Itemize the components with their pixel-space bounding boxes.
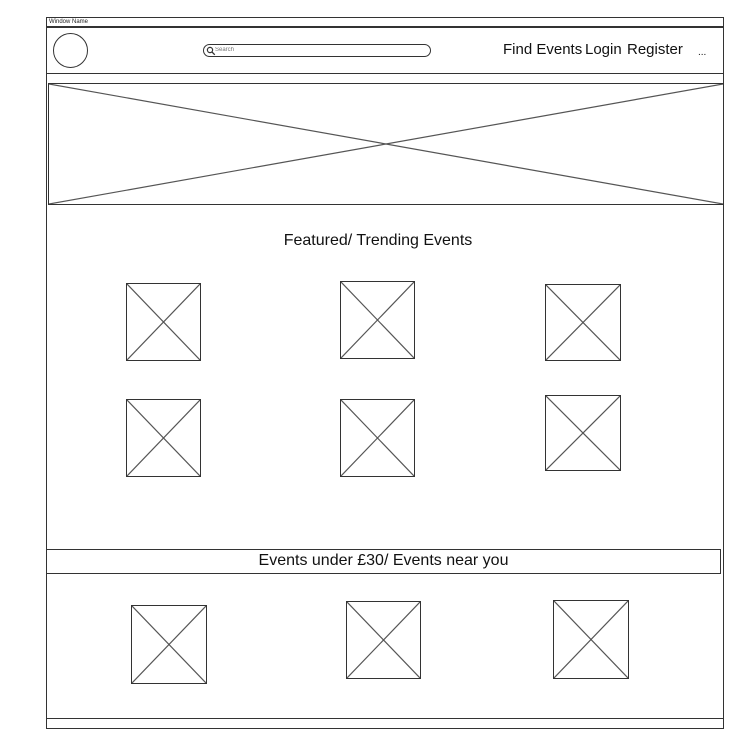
deals-heading: Events under £30/ Events near you — [258, 552, 509, 569]
featured-event-card[interactable] — [126, 283, 201, 361]
footer-divider — [46, 718, 724, 719]
image-placeholder-icon — [49, 84, 723, 204]
image-placeholder-icon — [546, 285, 620, 360]
window-titlebar — [46, 17, 724, 27]
logo-icon[interactable] — [53, 33, 88, 68]
search-bar[interactable] — [203, 44, 431, 57]
search-icon — [206, 46, 216, 56]
window-title: Window Name — [49, 19, 89, 25]
nav-register[interactable]: Register — [627, 41, 683, 58]
app-window — [46, 17, 724, 729]
nav-find-events[interactable]: Find Events — [503, 41, 583, 58]
hero-banner-image — [48, 83, 724, 205]
image-placeholder-icon — [341, 400, 414, 476]
image-placeholder-icon — [127, 400, 200, 476]
featured-event-card[interactable] — [126, 399, 201, 477]
site-header — [46, 27, 724, 74]
image-placeholder-icon — [554, 601, 628, 678]
image-placeholder-icon — [341, 282, 414, 358]
featured-event-card[interactable] — [340, 281, 415, 359]
nav-more[interactable]: ... — [698, 47, 707, 58]
deal-event-card[interactable] — [131, 605, 207, 684]
featured-event-card[interactable] — [545, 284, 621, 361]
nav-login[interactable]: Login — [585, 41, 622, 58]
deal-event-card[interactable] — [553, 600, 629, 679]
featured-heading: Featured/ Trending Events — [283, 232, 473, 249]
image-placeholder-icon — [546, 396, 620, 470]
featured-event-card[interactable] — [340, 399, 415, 477]
search-input[interactable] — [215, 45, 415, 55]
image-placeholder-icon — [132, 606, 206, 683]
image-placeholder-icon — [127, 284, 200, 360]
deal-event-card[interactable] — [346, 601, 421, 679]
deals-section-bar: Events under £30/ Events near you — [46, 549, 721, 574]
featured-event-card[interactable] — [545, 395, 621, 471]
image-placeholder-icon — [347, 602, 420, 678]
